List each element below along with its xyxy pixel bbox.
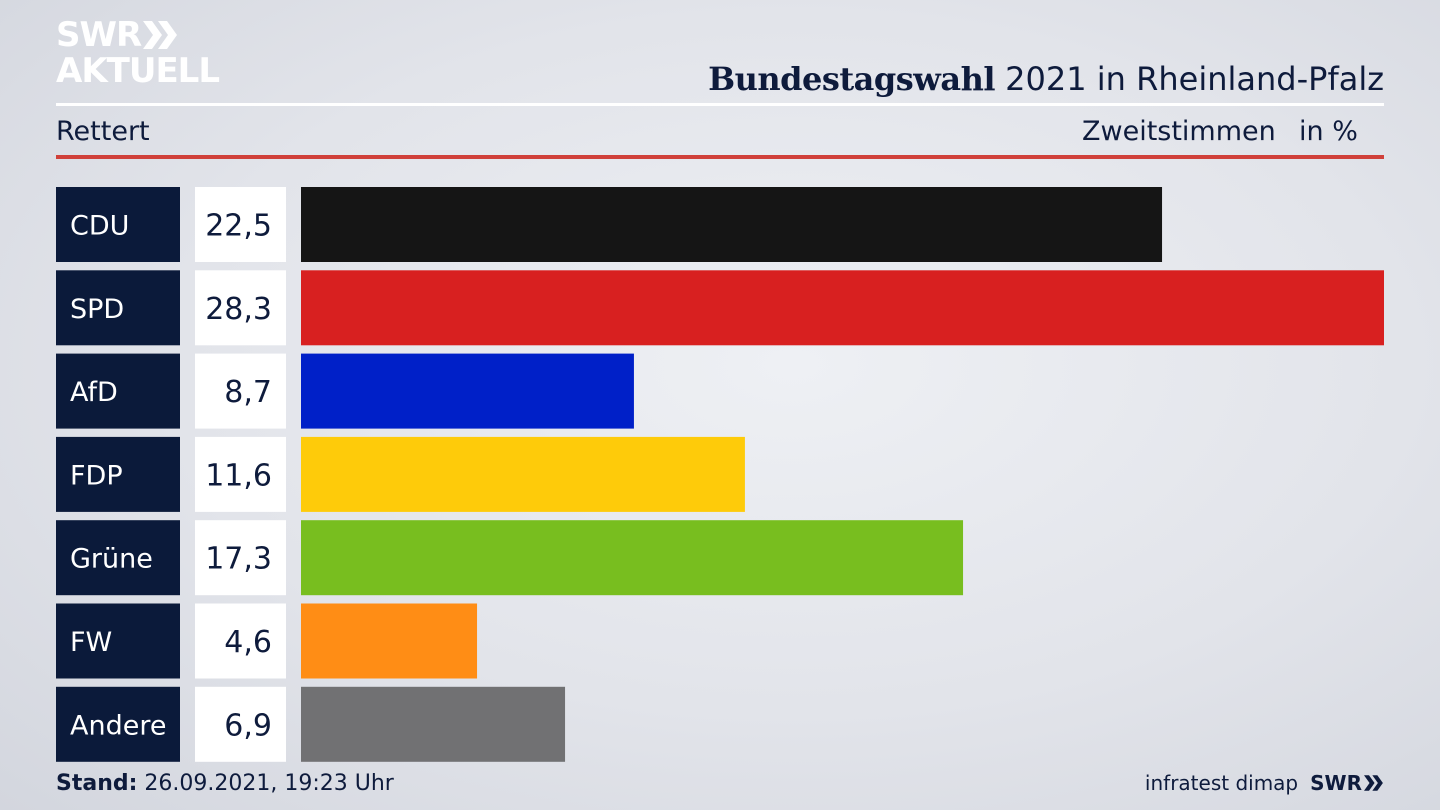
value-box-gr-ne — [195, 520, 286, 596]
party-label-fw: FW — [70, 627, 112, 658]
footer-credits: infratest dimap SWR — [1145, 771, 1384, 795]
bar-afd — [301, 353, 634, 429]
party-label-box-fdp — [56, 436, 180, 512]
bar-spd — [301, 270, 1384, 346]
party-label-spd: SPD — [70, 294, 124, 325]
stand-label: Stand: — [56, 771, 138, 796]
party-label-afd: AfD — [70, 377, 118, 408]
bar-gr-ne — [301, 520, 964, 596]
value-label-fw: 4,6 — [224, 625, 272, 660]
value-box-spd — [195, 270, 286, 346]
party-label-box-gr-ne — [56, 520, 180, 596]
party-label-box-spd — [56, 270, 180, 346]
bar-andere — [301, 686, 566, 762]
party-label-box-fw — [56, 603, 180, 679]
timestamp: Stand: 26.09.2021, 19:23 Uhr — [56, 771, 394, 796]
logo-line2: AKTUELL — [56, 51, 220, 91]
value-label-gr-ne: 17,3 — [205, 542, 272, 577]
value-label-afd: 8,7 — [224, 375, 272, 410]
party-label-box-cdu — [56, 187, 180, 262]
double-chevron-small-icon — [1364, 775, 1383, 791]
swr-small-logo: SWR — [1310, 771, 1384, 795]
value-label-spd: 28,3 — [205, 292, 272, 327]
unit-label: in % — [1299, 116, 1358, 147]
party-label-box-afd — [56, 353, 180, 429]
party-label-box-andere — [56, 686, 180, 762]
party-label-fdp: FDP — [70, 460, 123, 491]
party-label-andere: Andere — [70, 710, 166, 741]
swr-small-text: SWR — [1310, 771, 1362, 795]
source-label: infratest dimap — [1144, 771, 1299, 795]
value-box-afd — [195, 353, 286, 429]
value-label-cdu: 22,5 — [205, 209, 272, 244]
measure-label: Zweitstimmen — [1082, 116, 1276, 147]
double-chevron-icon — [143, 21, 178, 49]
bar-fw — [301, 603, 478, 679]
value-box-andere — [195, 686, 286, 762]
value-box-fw — [195, 603, 286, 679]
value-label-fdp: 11,6 — [205, 458, 272, 493]
bar-cdu — [301, 187, 1163, 262]
swr-aktuell-logo: SWR AKTUELL — [56, 15, 220, 91]
stand-value: 26.09.2021, 19:23 Uhr — [137, 771, 394, 796]
value-label-andere: 6,9 — [224, 708, 272, 743]
title-rest: 2021 in Rheinland-Pfalz — [995, 60, 1384, 98]
party-label-cdu: CDU — [70, 211, 129, 242]
location-label: Rettert — [56, 116, 150, 147]
value-box-cdu — [195, 187, 286, 262]
bar-fdp — [301, 436, 745, 512]
value-box-fdp — [195, 436, 286, 512]
party-label-gr-ne: Grüne — [70, 544, 153, 575]
logo-line1: SWR — [56, 15, 142, 55]
header-divider — [56, 103, 1384, 106]
accent-divider — [56, 155, 1384, 159]
page-title: Bundestagswahl 2021 in Rheinland-Pfalz — [708, 60, 1384, 98]
title-bold: Bundestagswahl — [708, 60, 995, 98]
